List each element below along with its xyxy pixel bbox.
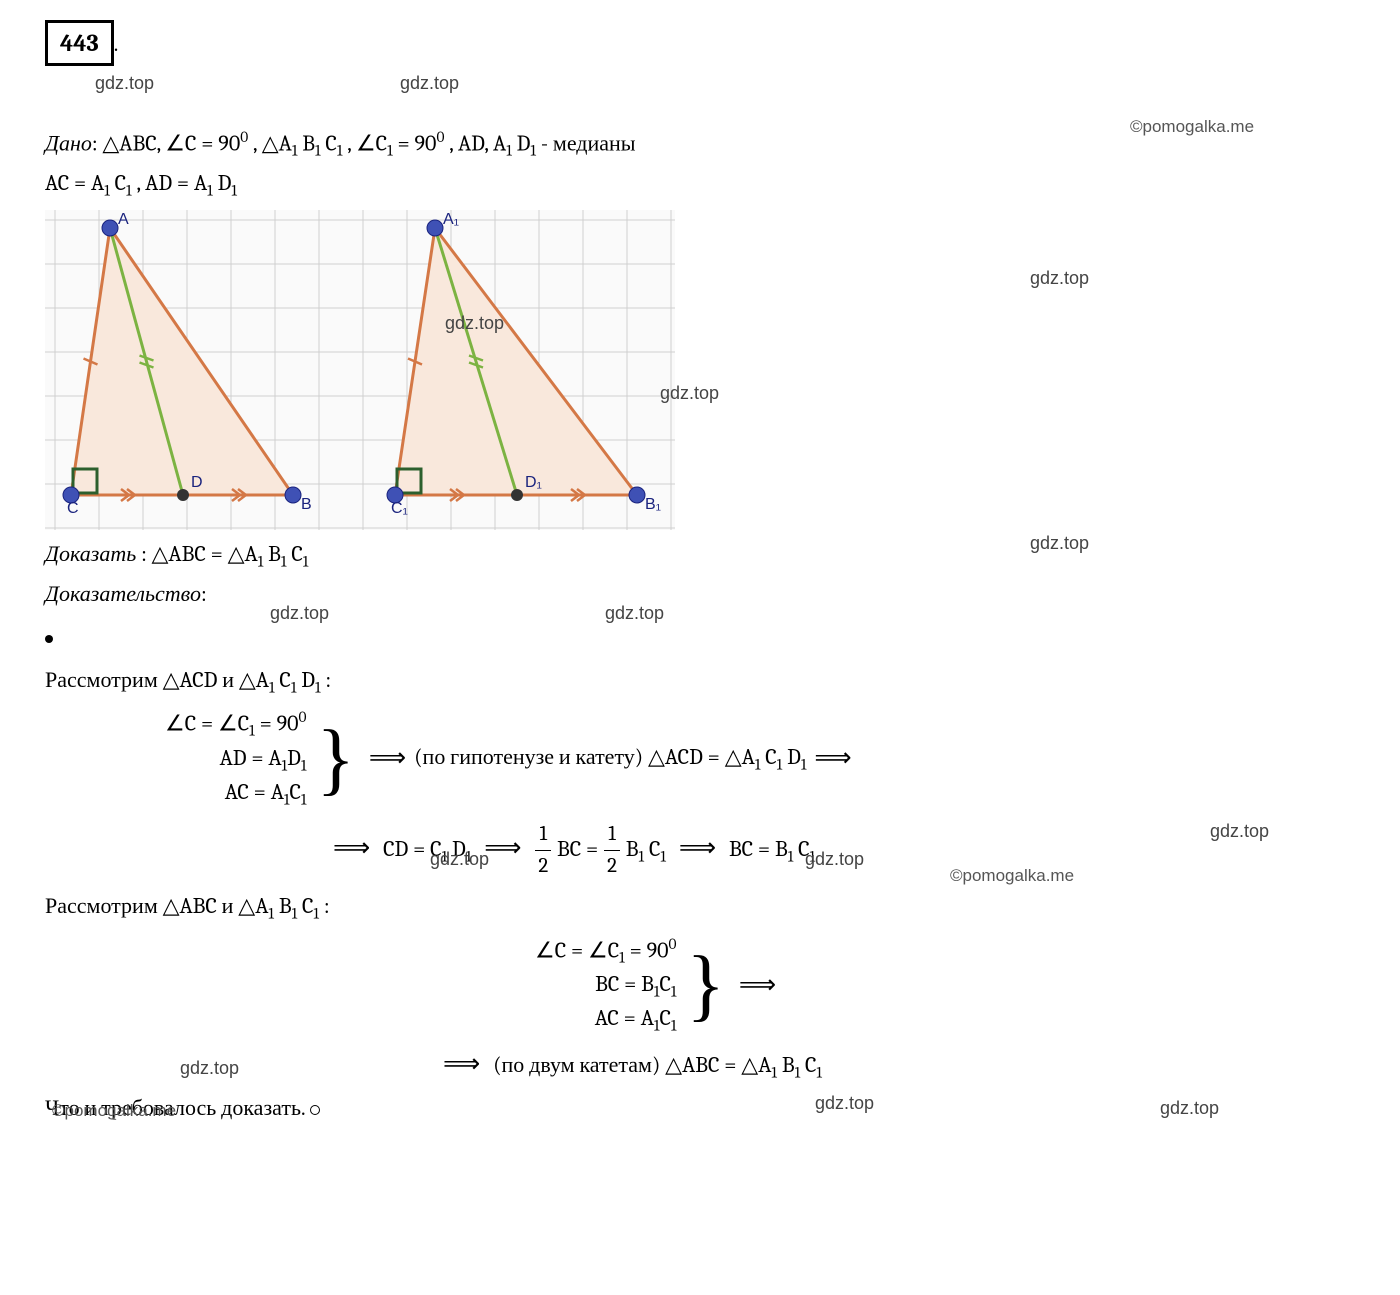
svg-text:C: C: [67, 500, 79, 517]
implies-icon: ⟹: [739, 966, 776, 1005]
fraction-half: 12: [603, 819, 621, 883]
triangle-diagram: A B C D A₁ B₁ C₁ D₁: [45, 210, 675, 530]
proof-block-2-result: ⟹ (по двум катетам) △ABC = △A1 B1 C1: [435, 1045, 1355, 1085]
qed-marker-icon: [310, 1105, 320, 1115]
watermark-gdz: gdz.top: [1030, 265, 1089, 292]
proof-block-1-cont: ⟹ CD = C1 D1 ⟹ 12 BC = 12 B1 C1 ⟹ BC = B…: [325, 819, 1355, 883]
svg-text:A₁: A₁: [443, 211, 459, 228]
given-line1: Дано: △ABC, ∠C = 900 , △A1 B1 C1 , ∠C1 =…: [45, 126, 1355, 163]
consider-2: Рассмотрим △ABC и △A1 B1 C1 :: [45, 890, 1355, 926]
svg-text:B₁: B₁: [645, 496, 661, 513]
implies-icon: ⟹: [369, 739, 406, 778]
diagram-svg: A B C D A₁ B₁ C₁ D₁: [45, 210, 675, 530]
prove-line: Доказать : △ABC = △A1 B1 C1: [45, 538, 1355, 574]
given-label: Дано: [45, 130, 92, 156]
implies-icon: ⟹: [814, 739, 851, 778]
problem-number: 443: [45, 20, 114, 66]
implies-icon: ⟹: [443, 1049, 480, 1079]
watermark-gdz: gdz.top: [180, 1055, 239, 1082]
svg-text:D₁: D₁: [525, 474, 542, 491]
qed-line: Что и требовалось доказать.: [45, 1092, 1355, 1125]
svg-text:B: B: [301, 496, 312, 513]
given-line2: AC = A1 C1 , AD = A1 D1: [45, 167, 1355, 203]
problem-number-box: 443.: [45, 20, 1355, 86]
implies-icon: ⟹: [484, 833, 521, 863]
right-brace-icon: }: [686, 953, 724, 1017]
svg-text:A: A: [118, 211, 129, 228]
proof-block-1: ∠C = ∠C1 = 900 AD = A1D1 AC = A1C1 } ⟹ (…: [165, 707, 1355, 810]
consider-1: Рассмотрим △ACD и △A1 C1 D1 :: [45, 664, 1355, 700]
proof-label: Доказательство: [45, 581, 201, 607]
implies-icon: ⟹: [679, 833, 716, 863]
implies-icon: ⟹: [333, 833, 370, 863]
proof-label-row: Доказательство:: [45, 578, 1355, 611]
bullet-icon: [45, 635, 53, 643]
svg-text:D: D: [191, 474, 203, 491]
fraction-half: 12: [534, 819, 552, 883]
svg-text:C₁: C₁: [391, 500, 408, 517]
proof-block-2: ∠C = ∠C1 = 900 BC = B1C1 AC = A1C1 } ⟹: [535, 934, 1355, 1037]
prove-label: Доказать: [45, 541, 136, 567]
right-brace-icon: }: [316, 727, 354, 791]
